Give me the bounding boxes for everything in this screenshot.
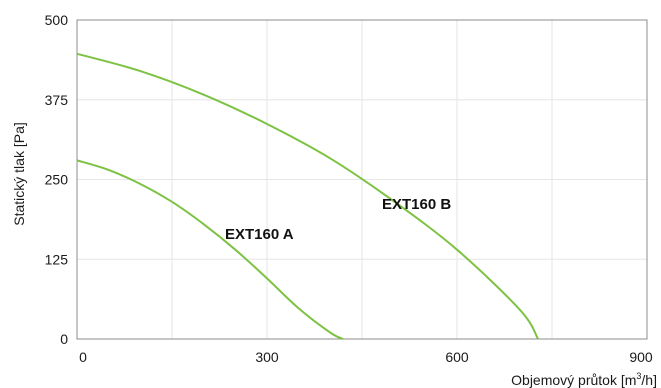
y-tick-label: 0 xyxy=(60,331,68,347)
x-axis-title-superscript: 3 xyxy=(636,371,641,381)
series-line-ext160-b xyxy=(76,52,539,340)
y-tick-label: 375 xyxy=(45,92,69,108)
series-curves xyxy=(76,52,539,340)
x-axis-title-main: Objemový průtok [m xyxy=(511,372,636,388)
x-tick-label: 0 xyxy=(79,349,87,365)
series-label-ext160-b: EXT160 B xyxy=(382,196,451,213)
series-labels: EXT160 A EXT160 B xyxy=(225,196,451,243)
x-axis-tick-labels: 0 300 600 900 xyxy=(79,349,653,365)
plot-area-frame xyxy=(76,19,648,340)
series-line-ext160-a xyxy=(76,159,344,340)
x-tick-label: 900 xyxy=(629,349,653,365)
y-axis-tick-labels: 0 125 250 375 500 xyxy=(45,12,69,347)
y-tick-label: 500 xyxy=(45,12,69,28)
x-tick-label: 600 xyxy=(445,349,469,365)
x-axis-title-suffix: /h] xyxy=(641,372,657,388)
y-tick-label: 250 xyxy=(45,172,69,188)
x-axis-title: Objemový průtok [m3/h] xyxy=(511,371,657,388)
series-label-ext160-a: EXT160 A xyxy=(225,226,294,243)
y-tick-label: 125 xyxy=(45,251,69,267)
y-axis-title: Statický tlak [Pa] xyxy=(11,122,27,225)
x-tick-label: 300 xyxy=(255,349,279,365)
